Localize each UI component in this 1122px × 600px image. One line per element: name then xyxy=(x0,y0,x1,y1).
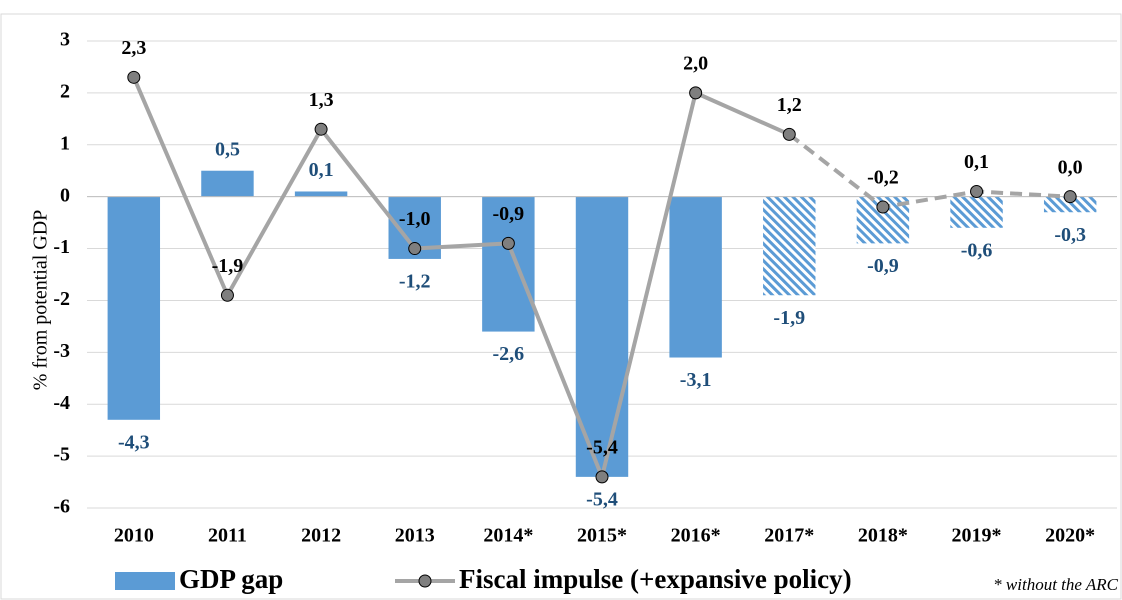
y-tick-label: 2 xyxy=(60,80,70,102)
bar-value-label: -0,6 xyxy=(961,239,993,261)
bar xyxy=(1043,196,1097,213)
legend-label: Fiscal impulse (+expansive policy) xyxy=(459,564,852,594)
legend-swatch xyxy=(115,572,175,590)
x-tick-label: 2010 xyxy=(114,525,154,547)
line-value-label: 2,3 xyxy=(121,37,146,59)
bar-value-label: -3,1 xyxy=(680,369,712,391)
line-value-label: -0,2 xyxy=(867,167,899,189)
y-tick-label: -2 xyxy=(53,288,70,310)
line-value-label: 1,3 xyxy=(309,89,334,111)
line-marker xyxy=(220,288,234,302)
line-marker xyxy=(314,122,328,136)
bar-value-label: -1,9 xyxy=(773,307,805,329)
line-value-label: 2,0 xyxy=(683,52,708,74)
line-value-label: 0,1 xyxy=(964,151,989,173)
line-value-label: -1,9 xyxy=(212,255,244,277)
bar-value-label: -0,3 xyxy=(1054,224,1086,246)
line-marker xyxy=(876,200,890,214)
bar-value-label: -2,6 xyxy=(493,343,525,365)
x-tick-label: 2020* xyxy=(1045,525,1095,547)
bar xyxy=(201,170,254,197)
y-tick-label: -5 xyxy=(53,444,70,466)
line-marker xyxy=(689,86,703,100)
x-tick-label: 2013 xyxy=(395,525,435,547)
x-tick-label: 2011 xyxy=(208,525,247,547)
y-tick-label: -3 xyxy=(53,340,70,362)
x-tick-label: 2017* xyxy=(764,525,814,547)
bar-value-label: -4,3 xyxy=(118,431,150,453)
bar xyxy=(107,196,161,420)
y-tick-label: 3 xyxy=(60,29,70,51)
bar-value-label: -0,9 xyxy=(867,255,899,277)
y-tick-label: 1 xyxy=(60,132,70,154)
bar-value-label: -5,4 xyxy=(586,488,618,510)
line-marker xyxy=(127,70,141,84)
x-tick-label: 2012 xyxy=(301,525,341,547)
chart-border xyxy=(0,13,1122,600)
x-tick-label: 2019* xyxy=(952,525,1002,547)
bar xyxy=(669,196,722,358)
line-marker xyxy=(408,242,422,256)
footnote: * without the ARC xyxy=(993,575,1118,594)
y-tick-label: -1 xyxy=(53,236,70,258)
y-tick-label: -4 xyxy=(53,392,70,414)
x-tick-label: 2015* xyxy=(577,525,627,547)
line-marker xyxy=(1063,190,1077,204)
line-marker xyxy=(782,127,796,141)
line-marker xyxy=(970,184,984,198)
x-tick-label: 2018* xyxy=(858,525,908,547)
bar xyxy=(950,196,1003,228)
bar-value-label: -1,2 xyxy=(399,271,431,293)
bar-value-label: 0,1 xyxy=(309,159,334,181)
legend-label: GDP gap xyxy=(179,564,283,594)
line-value-label: -0,9 xyxy=(493,203,525,225)
y-tick-label: -6 xyxy=(53,496,70,518)
bar xyxy=(482,196,535,332)
y-tick-label: 0 xyxy=(60,184,70,206)
line-marker xyxy=(501,236,515,250)
bar xyxy=(763,196,816,296)
line-marker xyxy=(595,470,609,484)
line-value-label: 1,2 xyxy=(777,94,802,116)
x-tick-label: 2016* xyxy=(671,525,721,547)
line-value-label: 0,0 xyxy=(1058,156,1083,178)
legend-marker xyxy=(418,574,432,588)
bar-value-label: 0,5 xyxy=(215,138,240,160)
bar xyxy=(294,191,348,197)
line-value-label: -1,0 xyxy=(399,208,431,230)
line xyxy=(131,76,791,479)
line-value-label: -5,4 xyxy=(586,436,618,458)
y-axis-label: % from potential GDP xyxy=(30,210,52,391)
line xyxy=(788,132,1071,210)
x-tick-label: 2014* xyxy=(483,525,533,547)
